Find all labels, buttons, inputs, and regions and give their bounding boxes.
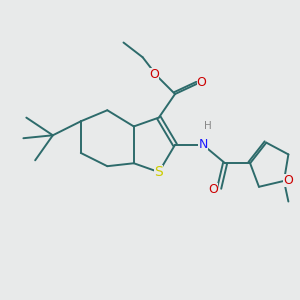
- Text: O: O: [208, 183, 218, 196]
- Text: O: O: [284, 174, 293, 188]
- Text: O: O: [196, 76, 206, 89]
- Text: H: H: [203, 122, 211, 131]
- Text: O: O: [149, 68, 159, 81]
- Text: N: N: [198, 138, 208, 151]
- Text: S: S: [154, 165, 163, 179]
